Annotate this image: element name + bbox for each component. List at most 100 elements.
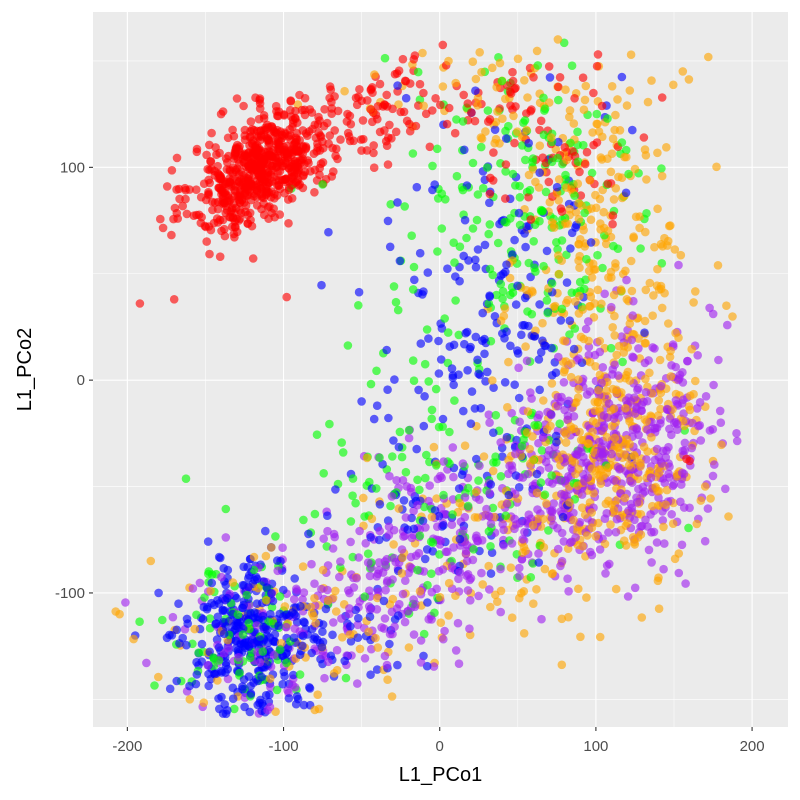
data-point [477, 67, 486, 77]
data-point [328, 630, 337, 640]
data-point [346, 537, 355, 547]
data-point [317, 280, 326, 290]
data-point [553, 35, 563, 44]
data-point [701, 392, 711, 401]
data-point [687, 344, 696, 354]
data-point [424, 334, 433, 343]
data-point [430, 608, 439, 618]
data-point [600, 539, 610, 549]
data-point [217, 572, 226, 582]
data-point [175, 639, 184, 648]
data-point [507, 539, 517, 548]
data-point [401, 513, 411, 522]
data-point [621, 266, 630, 276]
data-point [592, 109, 602, 119]
data-point [448, 443, 458, 452]
data-point [608, 323, 617, 332]
data-point [299, 515, 308, 525]
data-point [413, 475, 422, 485]
data-point [570, 94, 579, 103]
data-point [275, 645, 285, 654]
data-point [657, 259, 667, 268]
data-point [310, 705, 320, 715]
data-point [443, 547, 452, 556]
data-point [659, 564, 668, 574]
data-point [620, 152, 629, 162]
data-point [310, 165, 320, 175]
data-point [716, 418, 726, 428]
data-point [298, 183, 308, 193]
data-point [467, 387, 477, 396]
data-point [480, 349, 489, 359]
data-point [454, 330, 464, 340]
data-point [307, 648, 317, 658]
data-point [192, 185, 201, 194]
data-point [584, 336, 593, 346]
data-point [685, 391, 695, 401]
data-point [619, 341, 629, 351]
data-point [510, 380, 519, 390]
data-point [646, 510, 655, 519]
data-point [612, 514, 622, 524]
data-point [526, 215, 536, 224]
data-point [485, 115, 495, 124]
data-point [182, 209, 192, 219]
data-point [501, 511, 511, 520]
data-point [337, 614, 346, 623]
data-point [433, 247, 442, 256]
data-point [650, 455, 660, 465]
data-point [594, 385, 603, 395]
data-point [537, 614, 546, 624]
data-point [298, 149, 308, 159]
data-point [708, 471, 718, 481]
data-point [296, 158, 306, 167]
data-point [595, 347, 605, 357]
data-point [691, 287, 700, 296]
data-point [565, 106, 575, 115]
data-point [524, 258, 534, 268]
data-point [696, 436, 706, 445]
data-point [412, 444, 422, 454]
data-point [543, 308, 552, 318]
data-point [685, 456, 694, 466]
data-point [454, 370, 463, 380]
data-point [523, 407, 533, 416]
data-point [565, 330, 574, 339]
data-point [329, 167, 338, 176]
data-point [508, 76, 518, 86]
data-point [665, 424, 674, 434]
data-point [381, 136, 391, 146]
data-point [640, 358, 650, 368]
data-point [536, 478, 546, 487]
data-point [208, 205, 217, 215]
data-point [681, 579, 690, 588]
data-point [648, 311, 657, 321]
data-point [463, 501, 473, 511]
data-point [433, 474, 443, 484]
data-point [534, 549, 543, 558]
data-point [162, 182, 172, 191]
data-point [385, 242, 395, 252]
data-point [327, 104, 337, 113]
data-point [253, 168, 262, 178]
data-point [412, 182, 422, 192]
data-point [199, 179, 209, 188]
data-point [437, 189, 447, 198]
data-point [575, 291, 584, 301]
data-point [182, 614, 192, 624]
data-point [576, 632, 585, 642]
data-point [270, 128, 280, 137]
y-axis: -100 0 100 [55, 159, 93, 602]
data-point [622, 370, 631, 380]
data-point [583, 531, 592, 540]
data-point [622, 295, 632, 304]
data-point [595, 370, 605, 380]
data-point [602, 432, 612, 442]
data-point [544, 177, 554, 187]
data-point [542, 296, 552, 305]
data-point [536, 348, 546, 357]
data-point [575, 277, 585, 287]
data-point [588, 128, 597, 137]
data-point [520, 527, 529, 537]
data-point [465, 575, 475, 585]
